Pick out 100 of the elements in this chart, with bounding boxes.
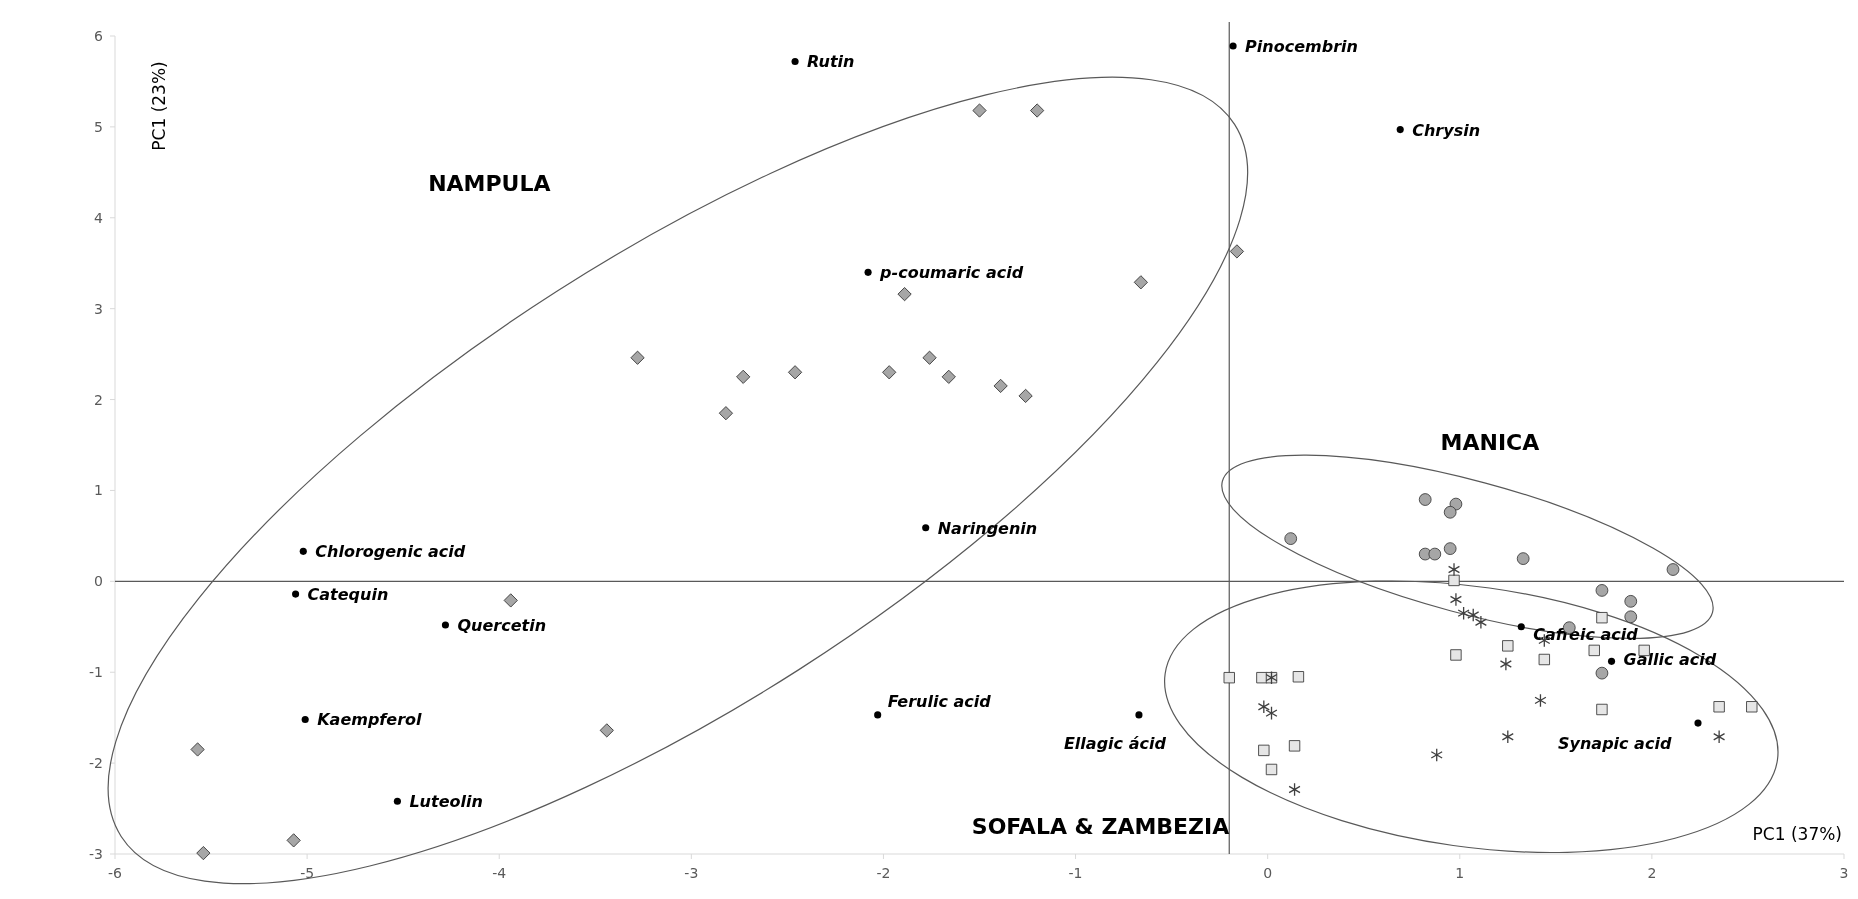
data-label: Pinocembrin xyxy=(1245,37,1358,56)
point xyxy=(1030,103,1045,118)
point xyxy=(1588,644,1600,657)
point xyxy=(1443,542,1457,555)
data-label: Synapic acid xyxy=(1558,734,1672,754)
point xyxy=(1624,610,1638,624)
point xyxy=(1502,640,1514,652)
point xyxy=(441,621,449,629)
x-tick-label: 1 xyxy=(1455,865,1465,881)
point xyxy=(301,715,309,724)
point xyxy=(1229,42,1237,50)
point xyxy=(1430,748,1443,762)
data-label: Chlorogenic acid xyxy=(315,542,466,562)
point xyxy=(1428,547,1442,561)
x-tick-label: -2 xyxy=(876,865,891,881)
point xyxy=(1534,693,1547,708)
point xyxy=(1447,562,1461,577)
point xyxy=(922,524,930,532)
point xyxy=(1449,592,1462,607)
point xyxy=(1265,763,1278,776)
y-tick-label: -1 xyxy=(89,664,103,681)
point xyxy=(736,369,751,384)
point xyxy=(787,365,803,380)
data-label: Kaempferol xyxy=(317,710,423,730)
x-axis-title: PC1 (37%) xyxy=(1752,824,1842,844)
point xyxy=(1457,606,1470,621)
point xyxy=(1467,608,1480,622)
point xyxy=(1517,623,1525,631)
y-tick-label: 0 xyxy=(94,573,103,590)
y-axis-title: PC1 (23%) xyxy=(149,61,169,151)
point xyxy=(1596,611,1608,624)
data-label: Catequin xyxy=(307,585,389,605)
point xyxy=(874,711,882,719)
point xyxy=(1288,740,1301,752)
x-tick-label: 3 xyxy=(1839,865,1849,881)
point xyxy=(1501,729,1514,744)
point xyxy=(1292,671,1305,683)
point xyxy=(1713,729,1726,744)
point xyxy=(1256,671,1268,684)
data-label: Ferulic acid xyxy=(887,691,992,711)
point xyxy=(299,547,307,555)
point xyxy=(897,287,912,302)
y-tick-label: -3 xyxy=(89,846,103,862)
x-tick-label: -1 xyxy=(1068,865,1083,881)
data-label: p-coumaric acid xyxy=(879,263,1024,283)
point xyxy=(922,350,937,365)
point xyxy=(1746,701,1758,713)
point xyxy=(1018,388,1033,403)
point xyxy=(1265,706,1278,721)
point xyxy=(1596,703,1608,716)
point xyxy=(286,833,301,848)
annotation: MANICA xyxy=(1440,429,1540,455)
x-tick-label: -3 xyxy=(684,865,699,881)
point xyxy=(718,406,733,421)
x-tick-label: -4 xyxy=(492,865,507,881)
point xyxy=(1595,584,1609,597)
point xyxy=(292,590,300,598)
point xyxy=(503,593,518,608)
data-label: Chrysin xyxy=(1412,120,1481,140)
point xyxy=(1448,574,1460,587)
annotation: NAMPULA xyxy=(428,170,551,196)
y-tick-label: 3 xyxy=(94,300,103,317)
point xyxy=(393,797,401,805)
x-tick-label: 2 xyxy=(1647,865,1657,881)
point xyxy=(1223,671,1235,684)
point xyxy=(882,365,897,380)
point xyxy=(1135,711,1143,719)
point xyxy=(1443,505,1457,519)
point xyxy=(1229,244,1245,259)
annotation: SOFALA & ZAMBEZIA xyxy=(971,814,1230,839)
y-tick-label: 5 xyxy=(94,118,103,135)
point xyxy=(1624,594,1638,608)
y-tick-label: 1 xyxy=(94,482,103,499)
data-label: Quercetin xyxy=(457,615,547,635)
point xyxy=(791,57,799,66)
point xyxy=(1607,657,1616,665)
point xyxy=(1257,699,1270,714)
x-tick-label: -5 xyxy=(300,865,315,881)
point xyxy=(1713,701,1725,713)
x-tick-label: 0 xyxy=(1263,865,1273,881)
data-label: Rutin xyxy=(807,52,855,72)
point xyxy=(941,369,956,384)
point xyxy=(1538,653,1550,666)
y-tick-label: 2 xyxy=(94,391,103,408)
point xyxy=(864,268,872,276)
point xyxy=(1516,552,1530,565)
point xyxy=(1450,649,1462,661)
point xyxy=(190,742,205,757)
y-tick-label: 6 xyxy=(94,28,104,44)
point xyxy=(1288,782,1301,797)
point xyxy=(993,378,1008,394)
point xyxy=(1694,719,1702,727)
point xyxy=(1595,666,1609,680)
point xyxy=(1474,615,1487,630)
point xyxy=(1396,126,1404,134)
point xyxy=(1258,744,1270,757)
x-tick-label: -6 xyxy=(108,865,123,881)
point xyxy=(972,103,987,118)
point xyxy=(630,350,645,365)
point xyxy=(1499,657,1512,671)
